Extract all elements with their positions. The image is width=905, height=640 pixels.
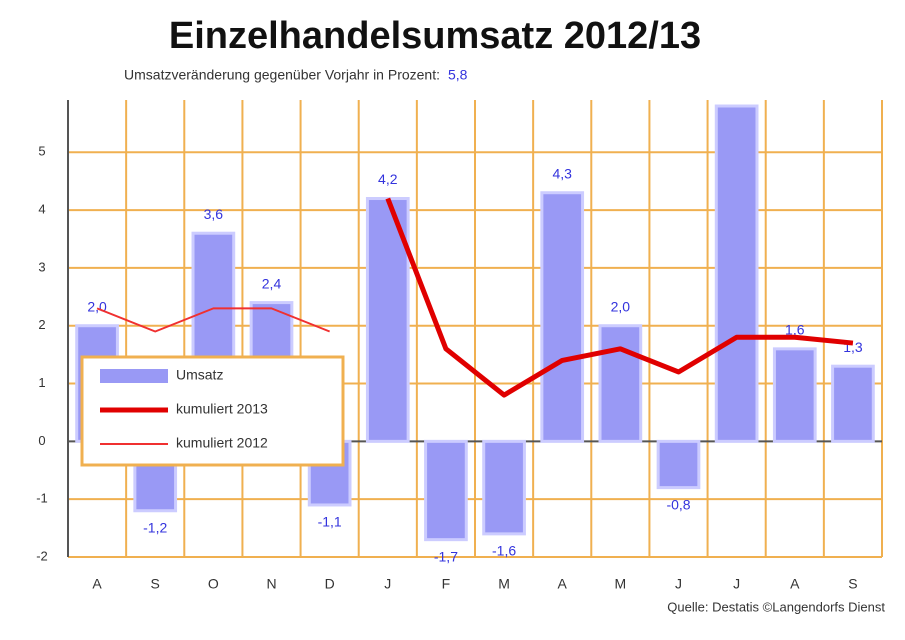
line <box>385 197 854 398</box>
bar <box>656 439 701 490</box>
x-tick-label: S <box>848 576 857 592</box>
x-tick-label: D <box>325 576 335 592</box>
data-label: 3,6 <box>204 206 224 222</box>
x-tick-label: F <box>442 576 451 592</box>
x-tick-label: A <box>92 576 102 592</box>
chart-subtitle: Umsatzveränderung gegenüber Vorjahr in P… <box>124 67 440 83</box>
x-tick-label: J <box>675 576 682 592</box>
y-tick-label: 5 <box>38 144 45 159</box>
bar <box>424 439 468 542</box>
x-tick-label: J <box>384 576 391 592</box>
legend-label: kumuliert 2013 <box>176 401 268 417</box>
legend-label: kumuliert 2012 <box>176 435 268 451</box>
y-tick-label: 1 <box>38 375 45 390</box>
y-tick-label: -2 <box>36 548 48 563</box>
data-label: 1,6 <box>785 322 805 338</box>
chart-title: Einzelhandelsumsatz 2012/13 <box>169 15 701 57</box>
data-label: 2,4 <box>262 275 282 291</box>
x-tick-label: A <box>790 576 800 592</box>
source: Quelle: Destatis ©Langendorfs Dienst <box>667 599 885 614</box>
bar <box>714 104 759 443</box>
x-tick-label: S <box>151 576 160 592</box>
bar <box>598 324 643 443</box>
bar <box>831 364 875 443</box>
line <box>96 307 331 333</box>
data-label: -0,8 <box>666 496 690 512</box>
x-tick-label: A <box>558 576 568 592</box>
y-tick-label: 2 <box>38 317 45 332</box>
x-tick-label: J <box>733 576 740 592</box>
x-tick-label: O <box>208 576 219 592</box>
bar <box>540 191 585 443</box>
data-label: 4,2 <box>378 171 398 187</box>
y-tick-label: 4 <box>38 202 45 217</box>
data-label: -1,6 <box>492 543 516 559</box>
data-label: 4,3 <box>552 165 572 181</box>
y-tick-label: -1 <box>36 491 48 506</box>
data-label: -1,2 <box>143 519 167 535</box>
x-tick-label: M <box>615 576 627 592</box>
y-tick-label: 3 <box>38 259 45 274</box>
x-tick-label: N <box>266 576 276 592</box>
data-label: 2,0 <box>611 298 631 314</box>
legend-label: Umsatz <box>176 367 223 383</box>
bar <box>482 439 526 536</box>
data-label: -1,7 <box>434 548 458 564</box>
legend-swatch <box>100 369 168 383</box>
bar <box>772 347 817 443</box>
subtitle-value: 5,8 <box>448 67 468 83</box>
x-tick-label: M <box>498 576 510 592</box>
data-label: -1,1 <box>318 514 342 530</box>
y-tick-label: 0 <box>38 433 45 448</box>
